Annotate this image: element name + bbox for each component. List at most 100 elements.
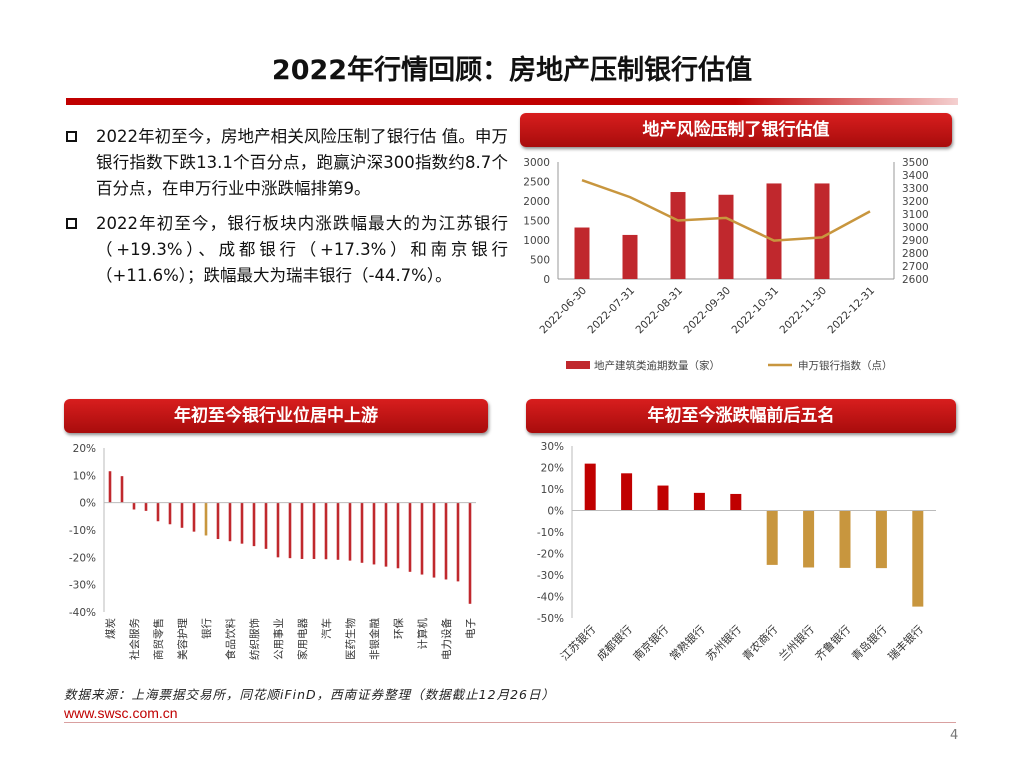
y-tick: -20% [69, 552, 96, 564]
x-tick-label: 计算机 [416, 618, 429, 650]
y-tick: 10% [541, 484, 564, 496]
bar [456, 502, 460, 582]
x-tick-label: 齐鲁银行 [812, 622, 853, 663]
x-tick-label: 青岛银行 [849, 622, 890, 663]
bar [204, 502, 208, 536]
square-bullet-icon [66, 218, 77, 229]
bar [814, 183, 830, 279]
x-tick-label: 瑞丰银行 [885, 622, 926, 663]
x-tick-label: 南京银行 [630, 622, 671, 663]
legend-label-bar: 地产建筑类逾期数量（家） [594, 359, 720, 372]
y-tick: -30% [69, 580, 96, 592]
x-tick-label: 汽车 [320, 618, 333, 639]
y-tick: 30% [541, 441, 564, 453]
bar [444, 502, 448, 580]
y-tick: -10% [537, 527, 564, 539]
bar [180, 502, 184, 528]
x-tick-label: 苏州银行 [703, 622, 744, 663]
bar [574, 227, 590, 279]
y-tick: 10% [73, 470, 96, 482]
bar [766, 510, 778, 565]
x-tick-label: 江苏银行 [557, 622, 598, 663]
y-tick-right: 3200 [902, 196, 929, 208]
x-tick-label: 非银金融 [368, 618, 381, 660]
x-tick-label: 商贸零售 [152, 618, 165, 660]
bar [584, 463, 596, 511]
bar [730, 493, 742, 511]
y-tick-left: 0 [543, 274, 550, 286]
legend-label-line: 申万银行指数（点） [798, 359, 893, 372]
chart-header-right: 年初至今涨跌幅前后五名 [526, 399, 956, 433]
bar [144, 502, 148, 511]
x-tick-label: 医药生物 [344, 618, 357, 660]
bar [156, 502, 160, 522]
bar [875, 510, 887, 569]
bar [912, 510, 924, 607]
source-note: 数据来源：上海票据交易所，同花顺iFinD，西南证券整理（数据截止12月26日） [64, 687, 555, 702]
bar [420, 502, 424, 575]
y-tick: -10% [69, 525, 96, 537]
footer-divider [64, 722, 956, 723]
y-tick-right: 2600 [902, 274, 929, 286]
bar [312, 502, 316, 559]
overdue-vs-bank-index-chart: 0 500 1000 1500 2000 2500 3000 2600270028002900… [523, 157, 929, 372]
chart-header-left: 年初至今银行业位居中上游 [64, 399, 488, 433]
y-tick: 0% [547, 506, 564, 518]
bar [408, 502, 412, 572]
bar [803, 510, 815, 568]
square-bullet-icon [66, 131, 77, 142]
bullet-list: 2022年初至今，房地产相关风险压制了银行估 值。申万银行指数下跌13.1个百分… [66, 124, 508, 298]
bar [657, 485, 669, 511]
x-tick-label: 煤炭 [104, 618, 117, 639]
bar [372, 502, 376, 565]
bar [348, 502, 352, 561]
y-tick: -20% [537, 549, 564, 561]
y-tick-right: 2800 [902, 248, 929, 260]
x-tick-label: 2022-10-31 [729, 285, 781, 337]
x-tick-label: 电力设备 [440, 618, 453, 660]
x-tick-label: 家用电器 [296, 618, 309, 660]
bar [288, 502, 292, 559]
x-tick-label: 2022-11-30 [777, 285, 829, 337]
chart-header-top: 地产风险压制了银行估值 [520, 113, 952, 147]
y-tick: 0% [79, 498, 96, 510]
y-tick-left: 2000 [523, 196, 550, 208]
y-tick: -40% [69, 607, 96, 619]
x-tick-label: 兰州银行 [776, 622, 817, 663]
bar [621, 473, 633, 511]
x-tick-label: 银行 [200, 618, 213, 639]
x-tick-label: 2022-09-30 [681, 285, 733, 337]
y-tick: 20% [541, 463, 564, 475]
bar [468, 502, 472, 604]
y-tick-left: 1000 [523, 235, 550, 247]
bar [120, 476, 124, 503]
y-tick-right: 3300 [902, 183, 929, 195]
page-title: 2022年行情回顾：房地产压制银行估值 [271, 55, 753, 86]
x-tick-label: 美容护理 [176, 618, 189, 660]
bar [718, 194, 734, 279]
bar [622, 234, 638, 279]
y-tick-right: 3400 [902, 170, 929, 182]
bullet-item: 2022年初至今，银行板块内涨跌幅最大的为江苏银行（+19.3%）、成都银行（+… [66, 211, 508, 289]
y-tick: -40% [537, 592, 564, 604]
bar [396, 502, 400, 569]
bar [276, 502, 280, 558]
page-number: 4 [950, 728, 959, 743]
y-tick-left: 3000 [523, 157, 550, 169]
site-url-link[interactable]: www.swsc.com.cn [64, 705, 178, 721]
y-tick-left: 1500 [523, 216, 550, 228]
top-bottom-banks-chart: 30% 20% 10% 0% -10% -20% -30% -40% -50%江苏银行成都银行南… [537, 441, 936, 663]
bar [240, 502, 244, 544]
y-tick: -50% [537, 613, 564, 625]
x-tick-label: 2022-12-31 [825, 285, 877, 337]
bar [132, 502, 136, 510]
bar [839, 510, 851, 568]
bar [360, 502, 364, 563]
bar [168, 502, 172, 525]
y-tick-left: 2500 [523, 177, 550, 189]
x-tick-label: 2022-08-31 [633, 285, 685, 337]
x-tick-label: 纺织服饰 [248, 618, 261, 660]
x-tick-label: 常熟银行 [667, 622, 708, 663]
bar [384, 502, 388, 567]
x-tick-label: 社会服务 [128, 618, 141, 660]
